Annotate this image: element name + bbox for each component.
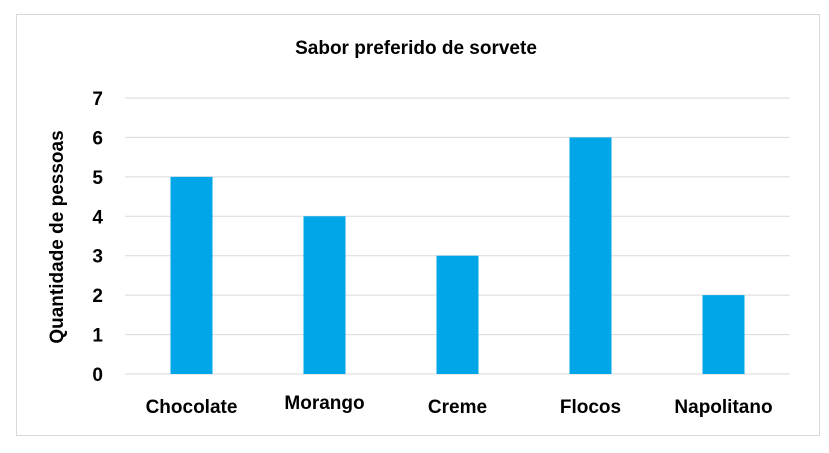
bar-chocolate — [170, 176, 213, 374]
chart-title: Sabor preferido de sorvete — [295, 38, 537, 59]
y-tick-label: 1 — [92, 326, 103, 347]
y-axis-label: Quantidade de pessoas — [47, 130, 68, 343]
category-label: Napolitano — [674, 397, 772, 418]
category-label: Flocos — [560, 397, 621, 418]
y-tick-label: 4 — [92, 207, 103, 228]
chart-frame — [16, 14, 820, 436]
y-tick-label: 7 — [92, 89, 103, 110]
y-tick-label: 5 — [92, 168, 103, 189]
y-tick-label: 3 — [92, 247, 103, 268]
bars — [170, 137, 745, 374]
y-tick-label: 0 — [92, 365, 103, 386]
gridlines — [125, 97, 790, 375]
category-labels: Chocolate Morango Creme Flocos Napolitano — [146, 393, 773, 418]
category-label: Creme — [428, 397, 487, 418]
y-tick-label: 2 — [92, 286, 103, 307]
category-label: Morango — [284, 393, 364, 414]
y-tick-label: 6 — [92, 128, 103, 149]
bar-morango — [303, 216, 346, 374]
bar-napolitano — [702, 295, 745, 374]
y-tick-labels: 0 1 2 3 4 5 6 7 — [92, 89, 103, 386]
category-label: Chocolate — [146, 397, 238, 418]
bar-creme — [436, 255, 479, 374]
bar-flocos — [569, 137, 612, 374]
